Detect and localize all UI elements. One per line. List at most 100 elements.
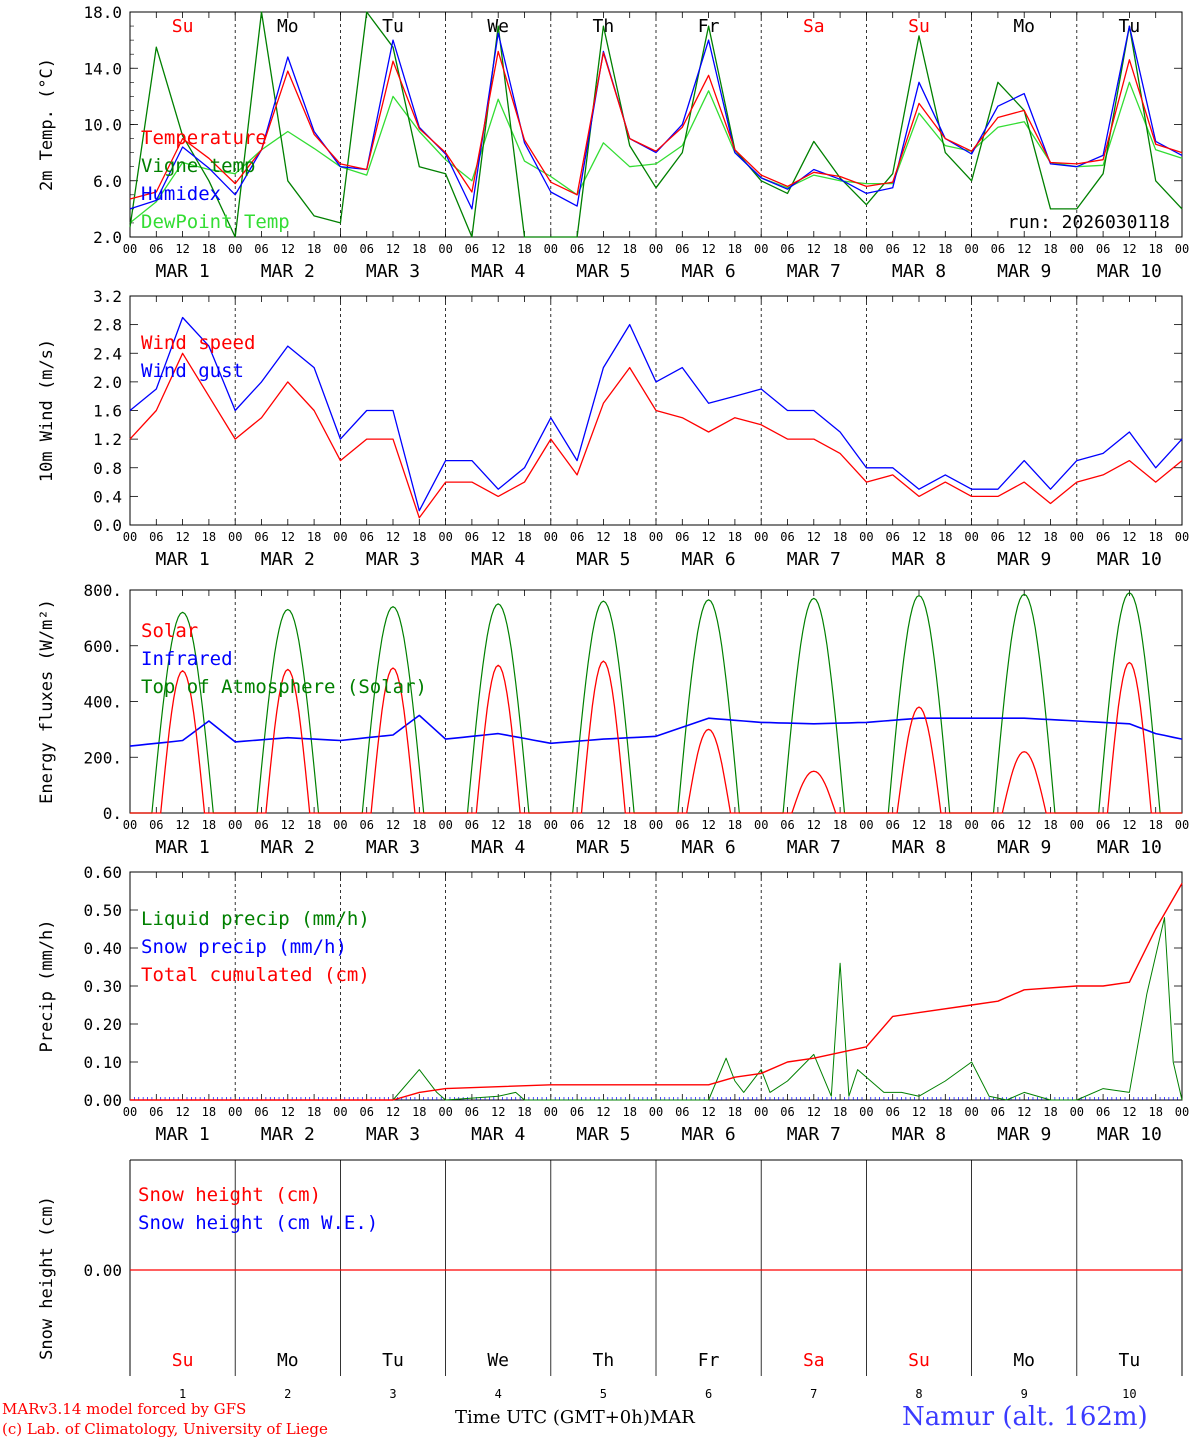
legend-entry: Temperature xyxy=(141,127,267,149)
y-tick-label: 0.50 xyxy=(83,901,122,920)
hour-tick-label: 12 xyxy=(175,818,189,832)
hour-tick-label: 00 xyxy=(438,530,452,544)
date-label: MAR 3 xyxy=(366,261,420,282)
hour-tick-label: 06 xyxy=(149,1105,163,1119)
date-label: MAR 8 xyxy=(892,837,946,858)
y-tick-label: 0.60 xyxy=(83,863,122,882)
panel-energy: 00 06 12 18 00 06 12 18 00 06 12 18 00 06 12 18 00 06 12 18… xyxy=(37,581,1189,858)
plot-frame xyxy=(129,11,1183,238)
weekday-label: Sa xyxy=(803,16,825,37)
hour-tick-label: 18 xyxy=(202,1105,216,1119)
y-axis-label: 10m Wind (m/s) xyxy=(37,339,57,482)
hour-tick-label: 18 xyxy=(833,1105,847,1119)
legend-entry: Vigne temp xyxy=(141,155,255,177)
date-label: MAR 4 xyxy=(471,1124,525,1145)
series-line-total-cumulated xyxy=(130,883,1183,1101)
date-label: MAR 7 xyxy=(787,837,841,858)
hour-tick-label: 18 xyxy=(622,530,636,544)
hour-tick-label: 06 xyxy=(885,1105,899,1119)
y-tick-label: 800. xyxy=(83,581,122,600)
series-line-infrared xyxy=(129,714,1183,747)
hour-tick-label: 12 xyxy=(701,530,715,544)
date-label: MAR 10 xyxy=(1097,549,1162,570)
hour-tick-label: 06 xyxy=(465,242,479,256)
hour-tick-label: 18 xyxy=(622,1105,636,1119)
legend-entry: Liquid precip (mm/h) xyxy=(141,908,370,930)
hour-tick-label: 00 xyxy=(544,242,558,256)
legend-entry: Snow height (cm W.E.) xyxy=(138,1212,378,1234)
hour-tick-label: 00 xyxy=(649,818,663,832)
hour-tick-label: 18 xyxy=(833,530,847,544)
hour-tick-label: 12 xyxy=(386,818,400,832)
hour-tick-label: 18 xyxy=(1043,1105,1057,1119)
y-tick-label: 14.0 xyxy=(83,59,122,78)
hour-tick-label: 06 xyxy=(885,242,899,256)
weekday-label: Fr xyxy=(698,1350,720,1371)
weekday-label: Su xyxy=(908,16,930,37)
hour-tick-label: 06 xyxy=(359,818,373,832)
series-line-vigne-temp xyxy=(129,11,1183,238)
legend-entry: Snow precip (mm/h) xyxy=(141,936,347,958)
date-label: MAR 2 xyxy=(261,837,315,858)
weekday-label: Tu xyxy=(1119,1350,1141,1371)
hour-tick-label: 06 xyxy=(885,818,899,832)
y-tick-label: 200. xyxy=(83,748,122,767)
hour-tick-label: 00 xyxy=(964,1105,978,1119)
hour-tick-label: 06 xyxy=(675,530,689,544)
hour-tick-label: 00 xyxy=(123,530,137,544)
hour-tick-label: 12 xyxy=(596,818,610,832)
y-tick-label: 0.0 xyxy=(93,516,122,535)
date-label: MAR 10 xyxy=(1097,1124,1162,1145)
day-number: 9 xyxy=(1021,1387,1028,1401)
date-label: MAR 2 xyxy=(261,549,315,570)
hour-tick-label: 12 xyxy=(1122,1105,1136,1119)
hour-tick-label: 18 xyxy=(517,818,531,832)
hour-tick-label: 18 xyxy=(1043,530,1057,544)
hour-tick-label: 00 xyxy=(1175,818,1189,832)
y-tick-label: 0.00 xyxy=(83,1261,122,1280)
hour-tick-label: 18 xyxy=(307,1105,321,1119)
y-axis-label: Precip (mm/h) xyxy=(37,919,57,1052)
weekday-label: Su xyxy=(172,1350,194,1371)
day-number: 2 xyxy=(284,1387,291,1401)
hour-tick-label: 00 xyxy=(1175,530,1189,544)
hour-tick-label: 06 xyxy=(570,242,584,256)
y-axis-label: Energy fluxes (W/m²) xyxy=(37,599,57,804)
hour-tick-label: 06 xyxy=(570,530,584,544)
hour-tick-label: 00 xyxy=(964,242,978,256)
hour-tick-label: 12 xyxy=(1017,818,1031,832)
hour-tick-label: 12 xyxy=(701,1105,715,1119)
hour-tick-label: 12 xyxy=(491,818,505,832)
weekday-label: Mo xyxy=(277,1350,299,1371)
date-label: MAR 1 xyxy=(156,1124,210,1145)
hour-tick-label: 18 xyxy=(202,818,216,832)
hour-tick-label: 06 xyxy=(254,1105,268,1119)
series-line-liquid-precip xyxy=(130,917,1183,1101)
date-label: MAR 5 xyxy=(576,1124,630,1145)
series-line-temperature xyxy=(129,50,1183,200)
hour-tick-label: 00 xyxy=(228,242,242,256)
hour-tick-label: 06 xyxy=(885,530,899,544)
date-label: MAR 6 xyxy=(682,837,736,858)
hour-tick-label: 00 xyxy=(649,530,663,544)
hour-tick-label: 06 xyxy=(780,818,794,832)
date-label: MAR 7 xyxy=(787,1124,841,1145)
legend-entry: Top of Atmosphere (Solar) xyxy=(141,676,427,698)
y-tick-label: 10.0 xyxy=(83,116,122,135)
hour-tick-label: 18 xyxy=(1148,1105,1162,1119)
hour-tick-label: 00 xyxy=(649,242,663,256)
y-tick-label: 400. xyxy=(83,693,122,712)
hour-tick-label: 18 xyxy=(1148,530,1162,544)
date-label: MAR 3 xyxy=(366,837,420,858)
date-label: MAR 6 xyxy=(682,549,736,570)
hour-tick-label: 00 xyxy=(228,818,242,832)
y-tick-label: 2.8 xyxy=(93,316,122,335)
day-number: 1 xyxy=(179,1387,186,1401)
hour-tick-label: 00 xyxy=(1070,818,1084,832)
date-label: MAR 4 xyxy=(471,549,525,570)
hour-tick-label: 18 xyxy=(938,818,952,832)
station-name: Namur (alt. 162m) xyxy=(902,1402,1148,1432)
hour-tick-label: 12 xyxy=(281,1105,295,1119)
hour-tick-label: 06 xyxy=(1096,1105,1110,1119)
